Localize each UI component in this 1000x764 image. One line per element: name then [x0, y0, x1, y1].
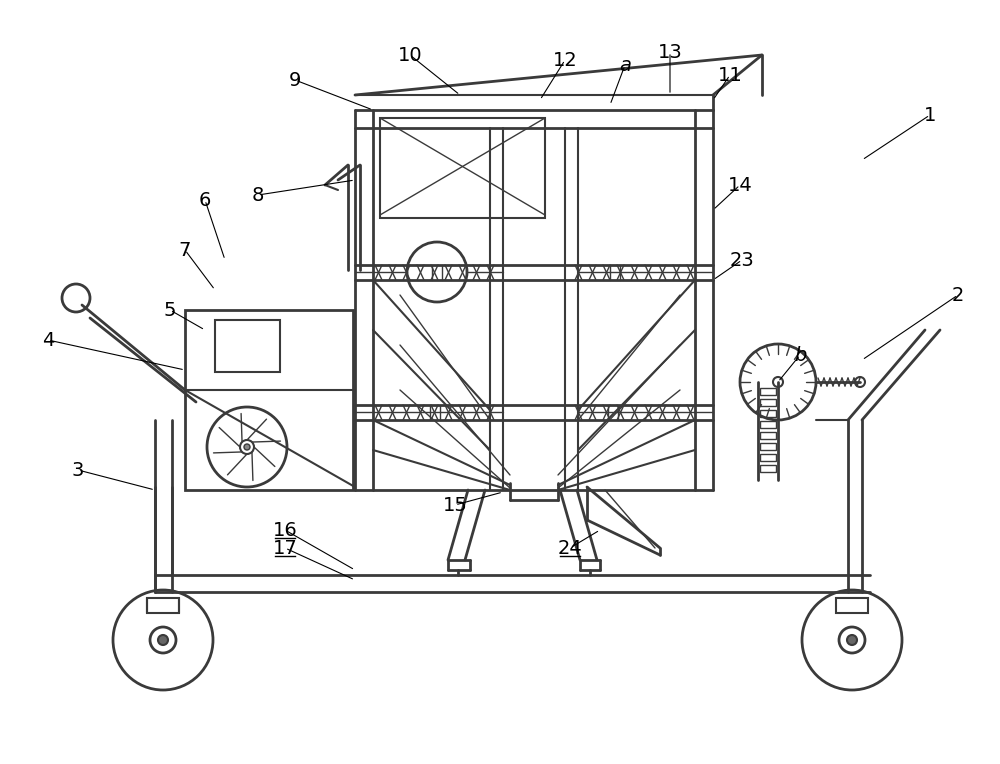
Circle shape [150, 627, 176, 653]
Bar [380, 118, 545, 218]
Text: 11: 11 [718, 66, 742, 85]
Text: 15: 15 [443, 496, 467, 514]
Text: 24: 24 [558, 539, 582, 558]
Text: 5: 5 [164, 300, 176, 319]
Bar [836, 598, 868, 613]
Circle shape [62, 284, 90, 312]
Bar [760, 432, 776, 439]
Circle shape [847, 635, 857, 645]
Bar [215, 320, 280, 372]
Circle shape [113, 590, 213, 690]
Circle shape [802, 590, 902, 690]
Bar [147, 598, 179, 613]
Text: 4: 4 [42, 331, 54, 349]
Text: 6: 6 [199, 190, 211, 209]
Text: 12: 12 [553, 50, 577, 70]
Circle shape [158, 635, 168, 645]
Bar [760, 454, 776, 461]
Text: 13: 13 [658, 43, 682, 61]
Bar [760, 399, 776, 406]
Text: 3: 3 [72, 461, 84, 480]
Text: 10: 10 [398, 46, 422, 64]
Bar [760, 465, 776, 472]
Text: 2: 2 [952, 286, 964, 305]
Bar [760, 388, 776, 395]
Bar [760, 443, 776, 450]
Bar [760, 421, 776, 428]
Text: 17: 17 [273, 539, 297, 558]
Text: 8: 8 [252, 186, 264, 205]
Bar [760, 410, 776, 417]
Text: a: a [619, 56, 631, 75]
Circle shape [740, 344, 816, 420]
Text: 23: 23 [730, 251, 754, 270]
Text: 9: 9 [289, 70, 301, 89]
Circle shape [855, 377, 865, 387]
Text: 14: 14 [728, 176, 752, 195]
Circle shape [244, 444, 250, 450]
Text: 16: 16 [273, 520, 297, 539]
Circle shape [839, 627, 865, 653]
Text: b: b [794, 345, 806, 364]
Text: 1: 1 [924, 105, 936, 125]
Bar [185, 310, 353, 490]
Text: 7: 7 [179, 241, 191, 260]
